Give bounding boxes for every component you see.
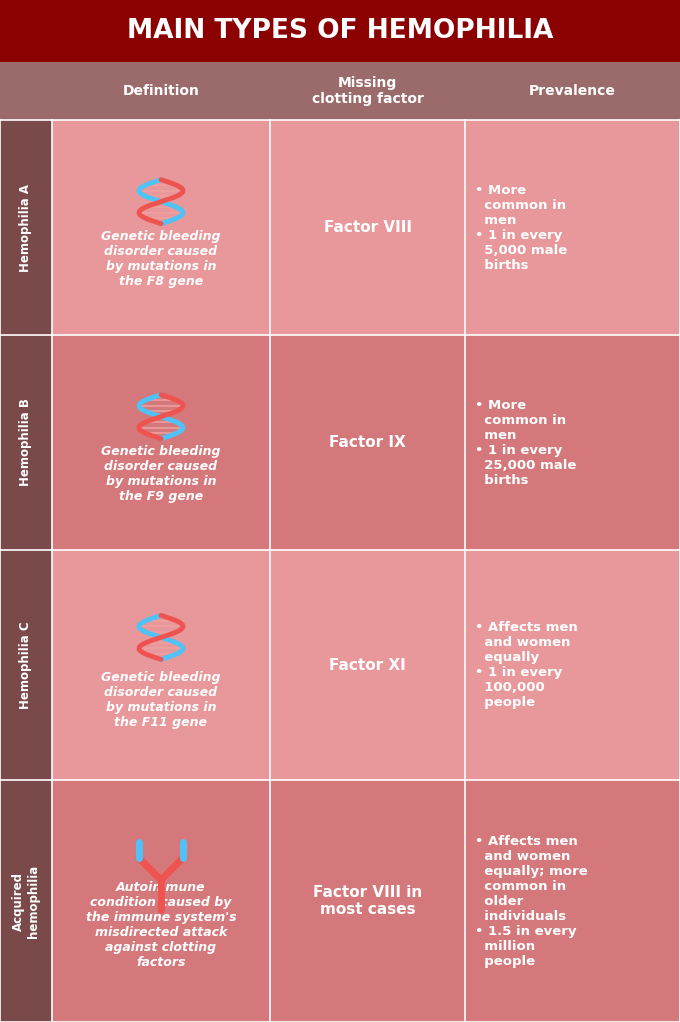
- FancyBboxPatch shape: [52, 120, 680, 335]
- Text: MAIN TYPES OF HEMOPHILIA: MAIN TYPES OF HEMOPHILIA: [126, 18, 554, 44]
- Text: Acquired
hemophilia: Acquired hemophilia: [12, 865, 40, 937]
- FancyBboxPatch shape: [52, 335, 680, 550]
- Text: • More
  common in
  men
• 1 in every
  25,000 male
  births: • More common in men • 1 in every 25,000…: [475, 399, 577, 486]
- Text: Definition: Definition: [122, 84, 199, 98]
- Text: Hemophilia B: Hemophilia B: [20, 399, 33, 486]
- Text: Genetic bleeding
disorder caused
by mutations in
the F8 gene: Genetic bleeding disorder caused by muta…: [101, 230, 221, 288]
- FancyBboxPatch shape: [0, 0, 680, 62]
- Text: Factor VIII in
most cases: Factor VIII in most cases: [313, 885, 422, 917]
- FancyBboxPatch shape: [52, 550, 680, 780]
- Text: Factor IX: Factor IX: [329, 435, 406, 450]
- Text: • More
  common in
  men
• 1 in every
  5,000 male
  births: • More common in men • 1 in every 5,000 …: [475, 184, 567, 272]
- Text: • Affects men
  and women
  equally; more
  common in
  older
  individuals
• 1.: • Affects men and women equally; more co…: [475, 835, 588, 968]
- FancyBboxPatch shape: [0, 62, 680, 120]
- Text: Factor XI: Factor XI: [329, 657, 406, 672]
- Text: Hemophilia A: Hemophilia A: [20, 184, 33, 272]
- FancyBboxPatch shape: [0, 120, 52, 1022]
- Text: Autoimmune
condition caused by
the immune system's
misdirected attack
against cl: Autoimmune condition caused by the immun…: [86, 881, 237, 969]
- Text: Missing
clotting factor: Missing clotting factor: [311, 76, 424, 106]
- Text: Hemophilia C: Hemophilia C: [20, 621, 33, 709]
- Text: • Affects men
  and women
  equally
• 1 in every
  100,000
  people: • Affects men and women equally • 1 in e…: [475, 621, 578, 709]
- FancyBboxPatch shape: [52, 780, 680, 1022]
- Text: Genetic bleeding
disorder caused
by mutations in
the F9 gene: Genetic bleeding disorder caused by muta…: [101, 445, 221, 503]
- Text: Genetic bleeding
disorder caused
by mutations in
the F11 gene: Genetic bleeding disorder caused by muta…: [101, 671, 221, 730]
- Text: Factor VIII: Factor VIII: [324, 220, 411, 235]
- Text: Prevalence: Prevalence: [529, 84, 616, 98]
